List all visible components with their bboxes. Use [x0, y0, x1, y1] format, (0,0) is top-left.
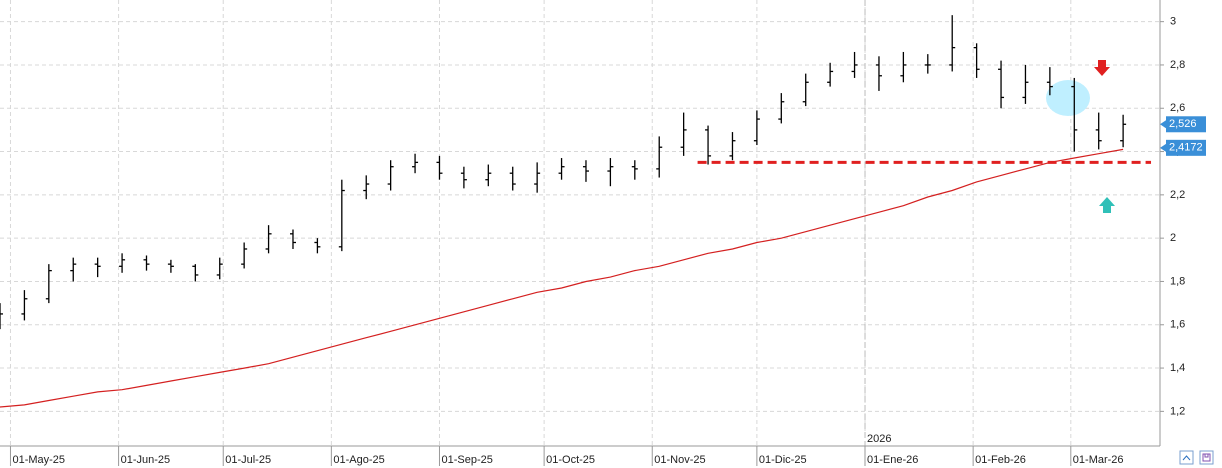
y-tick-label: 1,2 — [1170, 405, 1185, 417]
x-tick-label: 01-Jun-25 — [121, 454, 171, 466]
price-tag-pointer — [1160, 143, 1166, 152]
x-tick-label: 01-Feb-26 — [975, 454, 1026, 466]
down-arrow — [1094, 60, 1110, 76]
x-tick-label: 01-Sep-25 — [441, 454, 492, 466]
save-icon-glyph — [1202, 453, 1211, 462]
y-tick-label: 2 — [1170, 232, 1176, 244]
moving-average-line — [0, 148, 1124, 408]
y-tick-label: 1,6 — [1170, 319, 1185, 331]
x-tick-label: 01-Dic-25 — [759, 454, 807, 466]
y-tick-label: 3 — [1170, 16, 1176, 28]
y-tick-label: 1,8 — [1170, 275, 1185, 287]
price-tag-box — [1166, 116, 1206, 133]
x-tick-label: 01-Oct-25 — [546, 454, 595, 466]
x-tick-label: 01-Nov-25 — [654, 454, 705, 466]
price-tag-box — [1166, 139, 1206, 156]
scroll-icon[interactable] — [1179, 450, 1194, 465]
scroll-icon-glyph — [1182, 455, 1191, 461]
x-tick-label: 01-Ene-26 — [867, 454, 918, 466]
x-tick-label: 01-May-25 — [12, 454, 65, 466]
x-tick-label: 01-Jul-25 — [225, 454, 271, 466]
price-tag-pointer — [1160, 120, 1166, 129]
up-arrow — [1099, 197, 1115, 213]
year-marker-label: 2026 — [867, 433, 891, 445]
x-tick-label: 01-Mar-26 — [1073, 454, 1124, 466]
price-tag-label: 2,526 — [1169, 118, 1197, 130]
y-tick-label: 2,2 — [1170, 189, 1185, 201]
highlight-ellipse — [1046, 80, 1090, 116]
price-tag-label: 2,4172 — [1169, 142, 1203, 154]
y-tick-label: 2,6 — [1170, 102, 1185, 114]
x-tick-label: 01-Ago-25 — [333, 454, 384, 466]
y-tick-label: 2,8 — [1170, 59, 1185, 71]
y-tick-label: 1,4 — [1170, 362, 1185, 374]
